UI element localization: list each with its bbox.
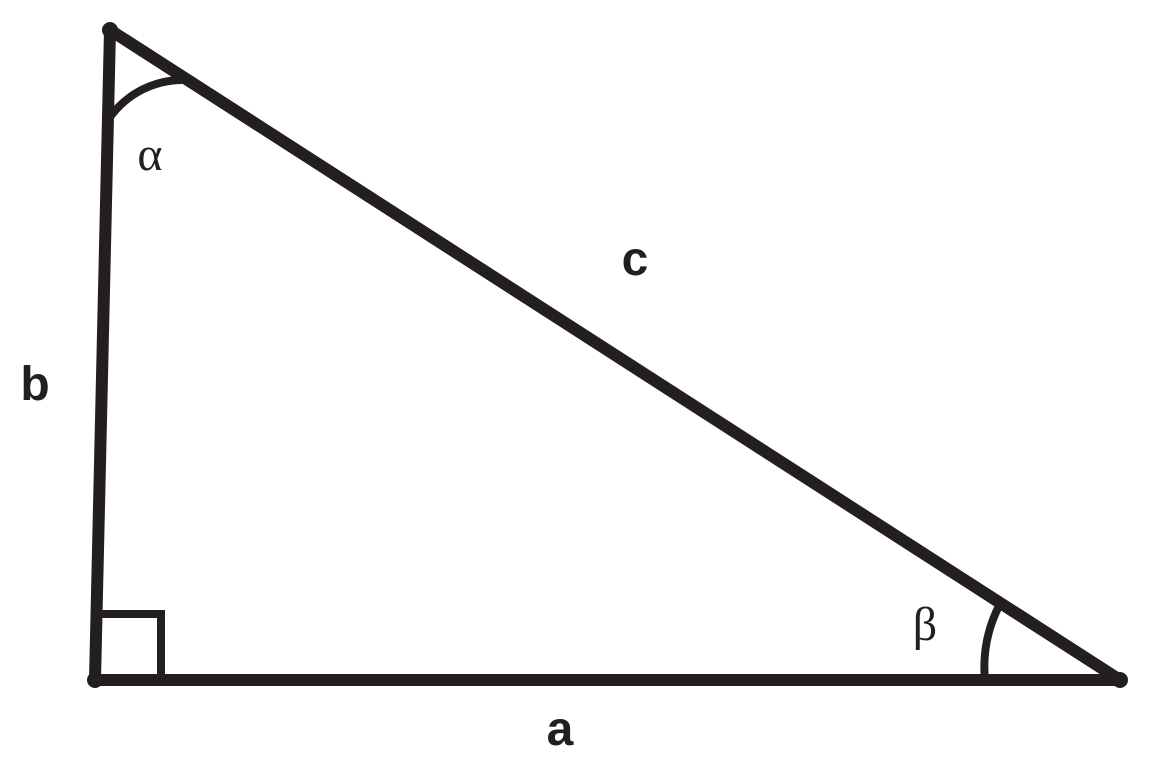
label-side-a: a: [547, 703, 574, 756]
vertex-bottom-left: [87, 672, 103, 688]
label-side-b: b: [20, 358, 49, 411]
angle-alpha-arc: [108, 80, 186, 120]
vertex-bottom-right: [1112, 672, 1128, 688]
side-b: [95, 30, 110, 680]
side-c: [110, 30, 1120, 680]
right-angle-marker: [101, 614, 161, 674]
vertex-top: [102, 22, 118, 38]
label-side-c: c: [622, 233, 649, 286]
label-angle-beta: β: [913, 598, 937, 651]
angle-beta-arc: [984, 604, 1000, 680]
right-triangle-diagram: a b c α β: [0, 0, 1158, 781]
label-angle-alpha: α: [137, 128, 162, 181]
